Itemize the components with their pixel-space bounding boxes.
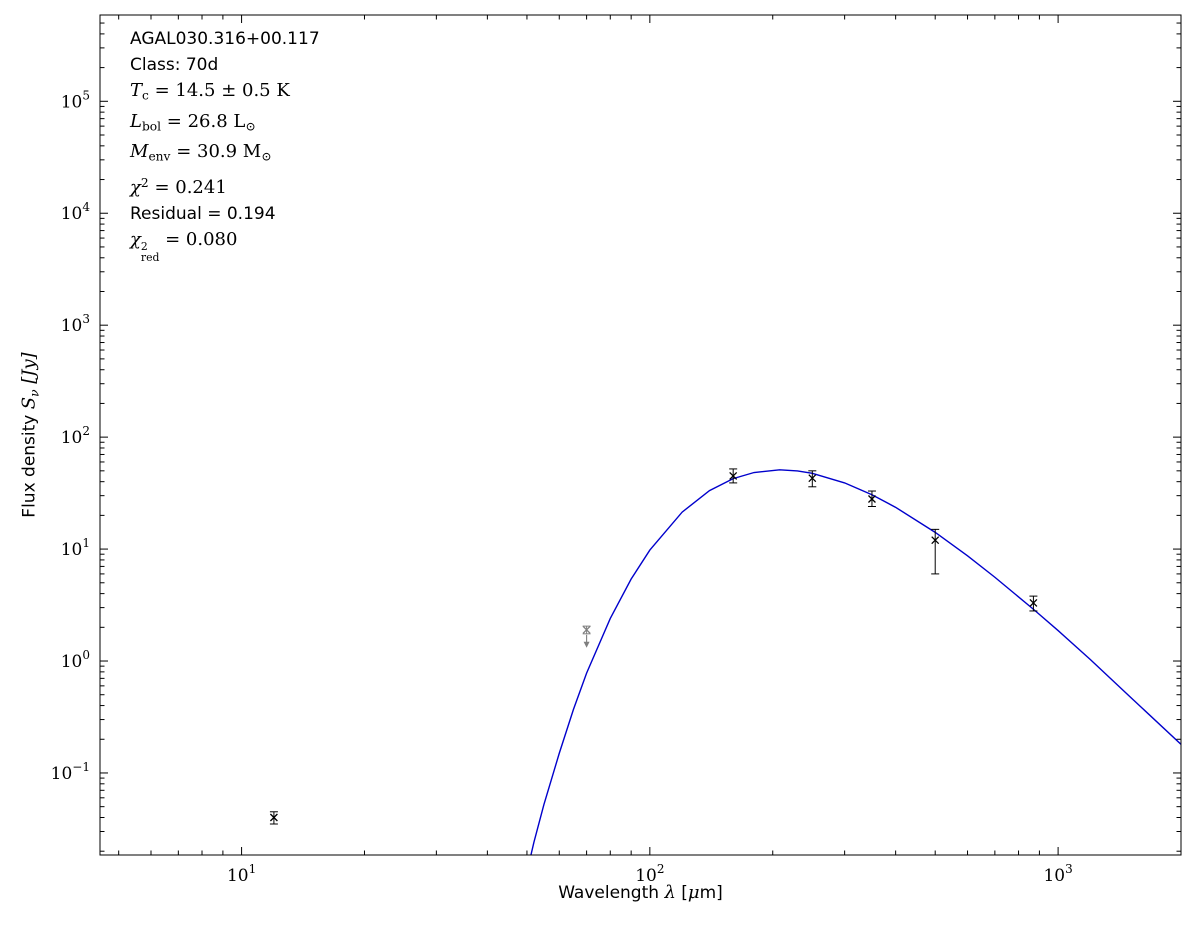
svg-text:100: 100: [61, 648, 90, 672]
data-point: [808, 470, 817, 488]
svg-text:102: 102: [635, 862, 664, 886]
data-point: [1029, 595, 1038, 612]
axes-frame: [99, 14, 1182, 856]
chi-squared: χ2 = 0.241: [130, 176, 227, 199]
tick-labels: 101 102 103 10−1 100 101 102 103 104 105: [51, 88, 1073, 886]
data-point: [729, 468, 738, 484]
svg-text:105: 105: [61, 88, 90, 112]
dust-temperature: Tc = 14.5 ± 0.5 K: [130, 80, 290, 103]
axis-ticks: [100, 15, 1182, 855]
svg-text:103: 103: [1043, 862, 1072, 886]
svg-text:101: 101: [61, 536, 90, 560]
class-label: Class: 70d: [130, 55, 219, 75]
reduced-chi-squared: χ 2 red = 0.080: [130, 229, 238, 265]
x-axis-label: Wavelength λ [μm]: [558, 882, 723, 903]
source-name: AGAL030.316+00.117: [130, 29, 320, 49]
y-axis-label: Flux density Sν [Jy]: [18, 352, 42, 518]
fit-parameters: AGAL030.316+00.117 Class: 70d Tc = 14.5 ± …: [130, 26, 320, 264]
data-point: [867, 490, 876, 508]
data-points: [269, 468, 1038, 825]
residual: Residual = 0.194: [130, 204, 276, 225]
upper-limit-point: [582, 625, 591, 648]
svg-text:103: 103: [61, 312, 90, 336]
svg-text:101: 101: [227, 862, 256, 886]
data-point: [931, 528, 940, 575]
fit-curve: [530, 469, 1181, 855]
data-point: [269, 811, 278, 825]
svg-text:102: 102: [61, 424, 90, 448]
svg-text:10−1: 10−1: [51, 760, 90, 784]
envelope-mass: Menv = 30.9 M⊙: [130, 141, 272, 165]
sup-sub-stack: 2 red: [140, 239, 160, 265]
bolometric-luminosity: Lbol = 26.8 L⊙: [130, 110, 256, 134]
svg-text:104: 104: [61, 200, 91, 224]
